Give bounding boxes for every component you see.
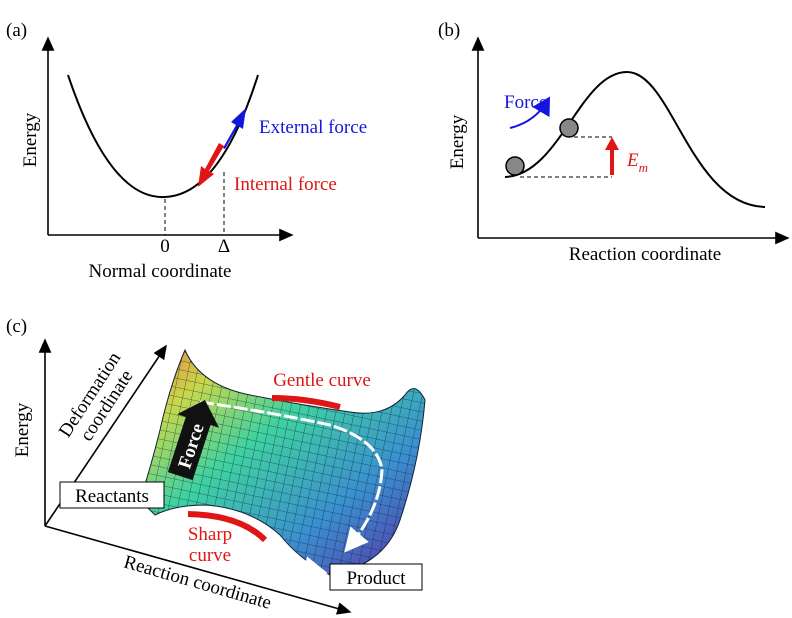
panel-b: (b) Em Force Energy Reaction coordinate [438, 20, 790, 265]
surface-mesh [140, 350, 425, 575]
box [329, 563, 423, 591]
force-arrow [509, 96, 551, 129]
ball [505, 156, 525, 176]
y-axis-label: Energy [12, 402, 33, 457]
label: Force [504, 92, 547, 113]
box [59, 481, 165, 509]
panel-c: (c) Gentle curve Sharp curve Force React… [6, 316, 426, 615]
tick-label: 0 [160, 236, 170, 257]
sharp-curve [187, 511, 268, 543]
y-axis-label: Energy [447, 114, 468, 169]
ball [559, 118, 579, 138]
panel-a: (a) 0 Δ Normal coordinate Energy Externa… [6, 20, 367, 282]
label: Gentle curve [273, 370, 371, 391]
panel-label: (b) [438, 20, 460, 41]
symbol: E [626, 150, 639, 171]
panel-label: (c) [6, 316, 27, 337]
gentle-curve [271, 395, 341, 410]
internal-arrow [198, 143, 224, 187]
subscript: m [639, 160, 648, 175]
label: Sharp [188, 524, 232, 545]
x-axis-label: Reaction coordinate [569, 244, 721, 265]
path-arrow [149, 517, 328, 580]
external-arrow [223, 108, 246, 149]
barrier-arrow [605, 137, 619, 175]
y-axis-label: Energy [20, 112, 41, 167]
label: Em [626, 150, 648, 175]
potential [504, 70, 766, 208]
label: Internal force [234, 174, 337, 195]
x-axis-label: Normal coordinate [89, 261, 232, 282]
potential [67, 74, 259, 199]
axis [44, 525, 352, 615]
panel-label: (a) [6, 20, 27, 41]
path-arrow [199, 400, 384, 553]
arrow-body [167, 400, 220, 481]
label: curve [189, 545, 231, 566]
label: External force [259, 117, 367, 138]
label: Reactants [75, 486, 149, 507]
label: Product [346, 568, 406, 589]
tick-label: Δ [218, 236, 230, 257]
